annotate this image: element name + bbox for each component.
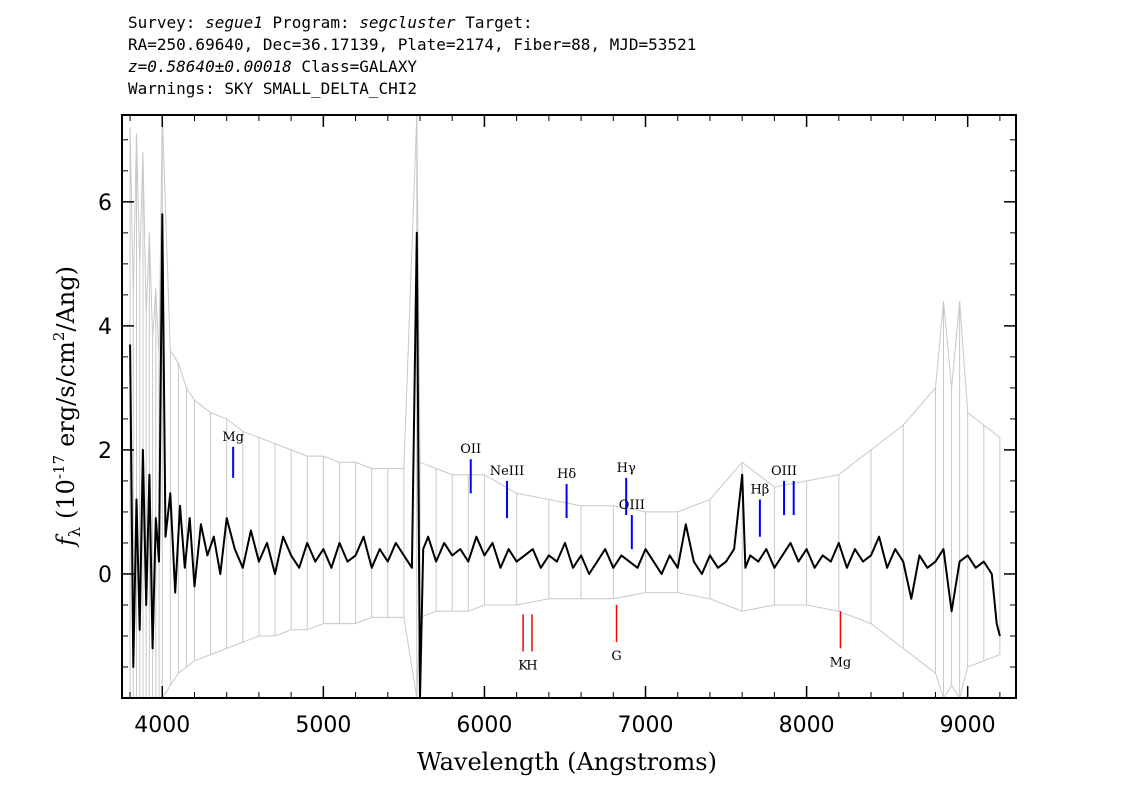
header-line-redshift: z=0.58640±0.00018 Class=GALAXY [128,56,696,78]
x-tick-label: 9000 [940,713,996,738]
class-value: Class=GALAXY [301,57,417,76]
x-tick-label: 5000 [295,713,351,738]
header-line-coords: RA=250.69640, Dec=36.17139, Plate=2174, … [128,35,697,54]
ticks-layer: 4000 5000 6000 7000 8000 9000 0 2 4 6 [98,115,1016,738]
y-tick-label: 6 [98,191,112,216]
flux-line [129,213,1001,698]
y-axis-text-c: /Ang) [52,266,80,332]
noise-lower-line [130,592,1001,698]
y-tick-label: 4 [98,315,112,340]
x-tick-label: 7000 [618,713,674,738]
y-axis-exponent-2: 2 [50,332,68,342]
spectrum-header: Survey: segue1 Program: segcluster Targe… [128,12,696,100]
redshift-value: z=0.58640±0.00018 [128,57,292,76]
emission-line-label: NeIII [490,464,524,479]
noise-layer [129,115,1001,698]
emission-line-label: Hγ [617,461,636,476]
y-axis-exponent: -17 [50,455,68,479]
emission-line-label: OII [460,442,481,457]
target-label: Target: [465,13,533,32]
y-tick-label: 0 [98,563,112,588]
x-tick-label: 8000 [779,713,835,738]
emission-line-label: OIII [771,464,797,479]
flux-layer [129,213,1001,698]
plot-frame [121,114,1017,699]
x-tick-label: 6000 [456,713,512,738]
absorption-line-label: K [518,658,528,673]
x-axis-title: Wavelength (Angstroms) [417,748,717,776]
y-axis-text-a: (10 [52,479,80,519]
program-label: Program: [272,13,350,32]
header-line-survey: Survey: segue1 Program: segcluster Targe… [128,12,696,34]
absorption-line-label: H [526,658,537,673]
emission-line-label: Mg [222,430,244,445]
y-axis-text-b: erg/s/cm [52,341,80,447]
noise-upper-line [129,115,1001,513]
y-tick-label: 2 [98,439,112,464]
survey-label: Survey: [128,13,196,32]
emission-line-label: Hδ [557,467,576,482]
program-value: segcluster [359,13,456,32]
emission-line-label: OIII [619,498,645,513]
y-axis-subscript: λ [65,527,84,537]
emission-line-label: Hβ [750,483,769,498]
x-tick-label: 4000 [134,713,190,738]
absorption-line-label: G [611,649,621,664]
survey-value: segue1 [205,13,263,32]
y-axis-title: fλ(10-17erg/s/cm2/Ang) [50,266,84,548]
header-line-warnings: Warnings: SKY SMALL_DELTA_CHI2 [128,79,417,98]
absorption-line-label: Mg [830,655,852,670]
